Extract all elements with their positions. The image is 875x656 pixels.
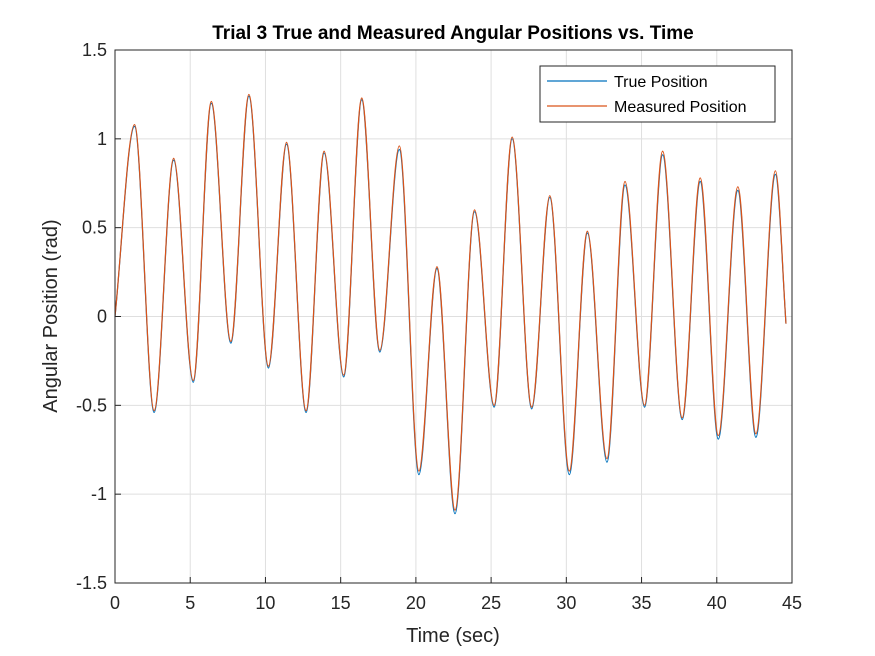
y-tick-label: -0.5 [76,395,107,415]
ticks [114,49,793,584]
x-tick-label: 25 [481,593,501,613]
tick-labels: 0 5 10 15 20 25 30 35 40 45 -1.5 -1 -0.5 0 0.5 1 1.5 [76,40,802,613]
y-tick-label: -1 [91,484,107,504]
x-tick-label: 40 [707,593,727,613]
y-tick-label: 0.5 [82,218,107,238]
x-tick-label: 0 [110,593,120,613]
x-tick-label: 30 [556,593,576,613]
x-tick-label: 20 [406,593,426,613]
y-tick-label: -1.5 [76,573,107,593]
series-layer [114,93,787,515]
chart-title: Trial 3 True and Measured Angular Positi… [212,23,693,44]
x-axis-label: Time (sec) [406,625,500,647]
x-tick-label: 15 [331,593,351,613]
x-tick-label: 10 [255,593,275,613]
legend: True Position Measured Position [539,65,776,123]
x-tick-label: 45 [782,593,802,613]
legend-label-true-position: True Position [614,74,708,91]
legend-label-measured-position: Measured Position [614,99,747,116]
series-line-measured-position [114,93,787,511]
y-tick-label: 1 [97,129,107,149]
y-axis-label: Angular Position (rad) [40,219,62,412]
y-tick-label: 0 [97,307,107,327]
y-tick-label: 1.5 [82,40,107,60]
x-tick-label: 35 [632,593,652,613]
legend-box [539,65,776,123]
x-tick-label: 5 [185,593,195,613]
